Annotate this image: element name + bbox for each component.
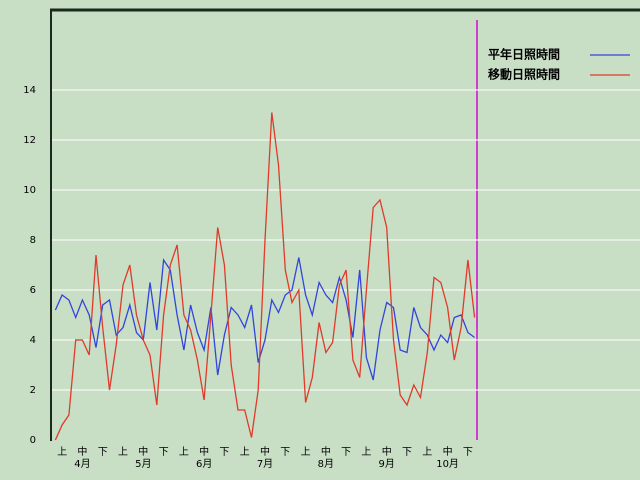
plot: [54, 112, 476, 441]
month-label: 10月: [436, 458, 459, 470]
x-tick-label: 上: [118, 446, 128, 458]
x-tick-label: 中: [321, 445, 331, 458]
x-tick-label: 下: [98, 447, 108, 458]
y-tick-label: 10: [23, 185, 36, 196]
x-tick-label: 上: [179, 446, 189, 458]
legend-label: 移動日照時間: [488, 67, 560, 82]
x-tick-label: 中: [77, 445, 87, 458]
grid: [52, 89, 640, 391]
month-label: 5月: [135, 458, 151, 470]
month-label: 6月: [196, 458, 212, 470]
y-tick-label: 8: [30, 235, 36, 246]
x-tick-label: 下: [159, 447, 169, 458]
x-tick-label: 中: [443, 445, 453, 458]
x-tick-label: 上: [240, 446, 250, 458]
month-label: 4月: [74, 458, 90, 470]
y-tick-label: 12: [23, 135, 36, 146]
x-tick-label: 中: [199, 445, 209, 458]
x-tick-label: 中: [382, 445, 392, 458]
x-tick-label: 上: [361, 446, 371, 458]
y-tick-label: 14: [23, 85, 36, 96]
x-tick-label: 上: [422, 446, 432, 458]
month-label: 9月: [379, 458, 395, 470]
y-tick-label: 4: [30, 335, 36, 346]
x-tick-label: 下: [219, 447, 229, 458]
series-line: [54, 257, 475, 381]
legend-label: 平年日照時間: [488, 47, 560, 62]
x-tick-label: 中: [260, 445, 270, 458]
x-tick-label: 下: [280, 447, 290, 458]
y-tick-label: 0: [30, 435, 36, 446]
x-tick-label: 下: [463, 447, 473, 458]
x-tick-label: 下: [402, 447, 412, 458]
month-label: 8月: [318, 458, 334, 470]
x-tick-label: 中: [138, 445, 148, 458]
x-tick-label: 下: [341, 447, 351, 458]
y-tick-label: 2: [30, 385, 36, 396]
x-tick-label: 上: [301, 446, 311, 458]
month-label: 7月: [257, 458, 273, 470]
x-tick-label: 上: [57, 446, 67, 458]
y-tick-label: 6: [30, 285, 36, 296]
series-line: [54, 112, 476, 441]
